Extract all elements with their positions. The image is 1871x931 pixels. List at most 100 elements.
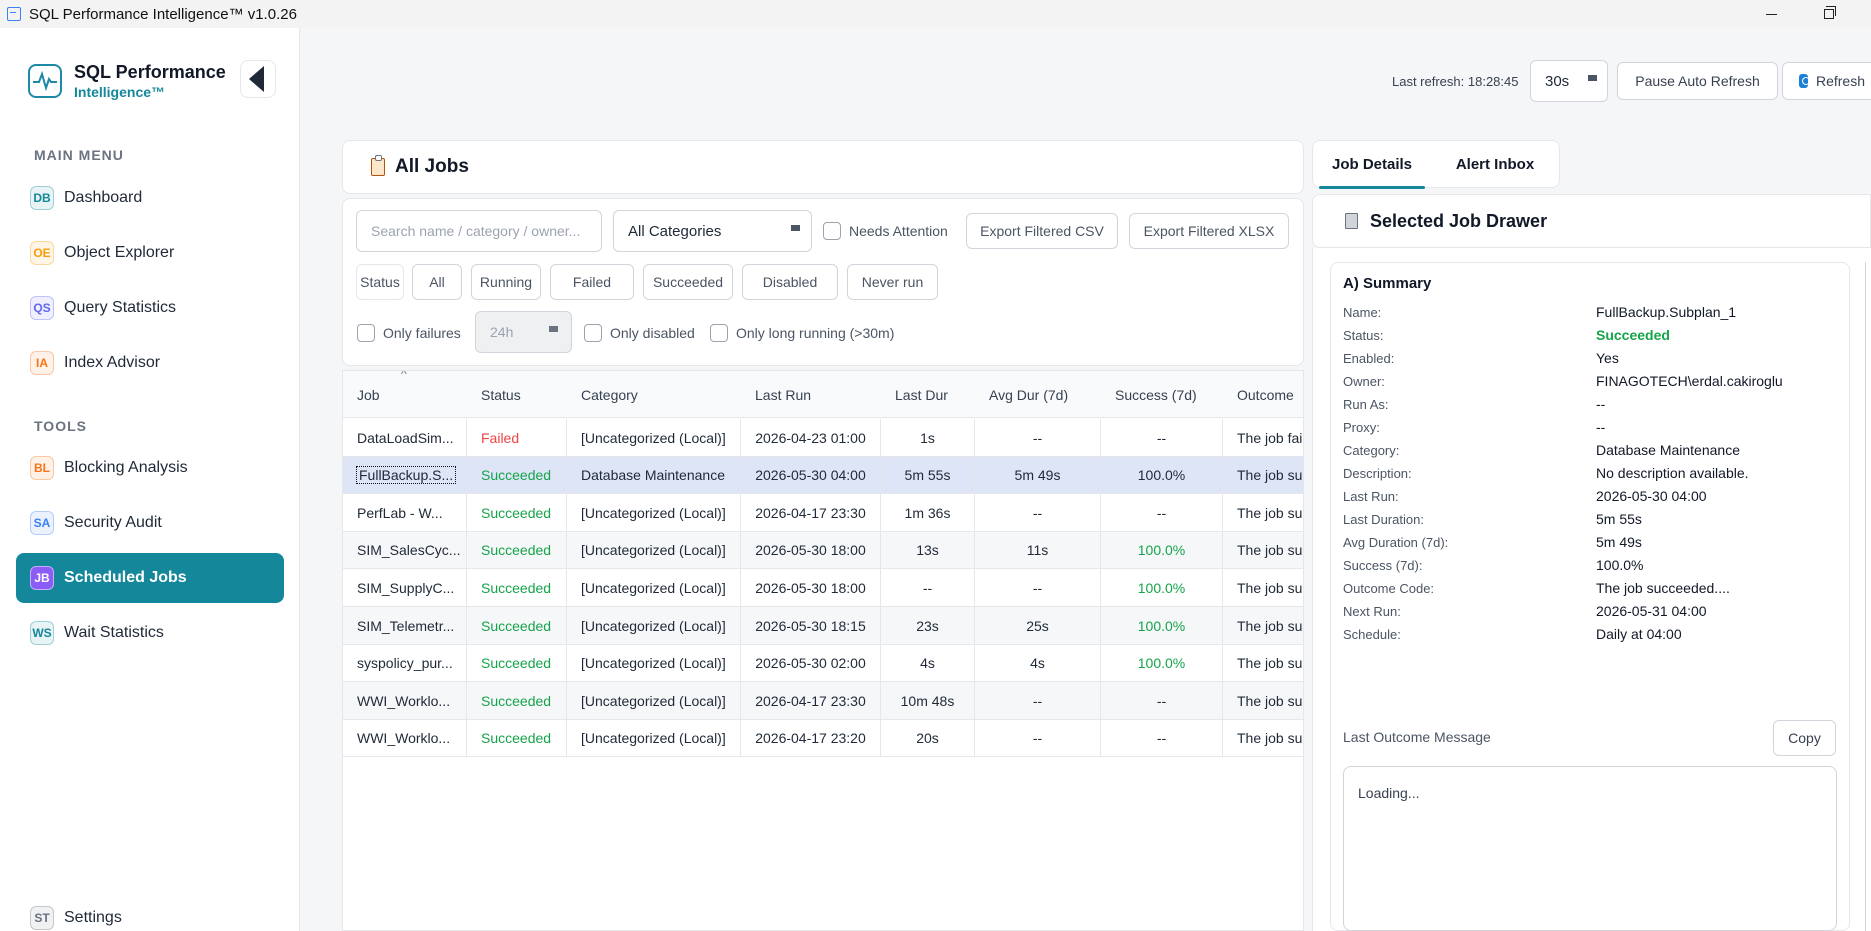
sidebar-item-security-audit[interactable]: SA Security Audit bbox=[16, 498, 284, 548]
collapse-sidebar-button[interactable] bbox=[240, 60, 276, 98]
cell-last-run: 2026-04-17 23:30 bbox=[741, 682, 881, 720]
table-row[interactable]: DataLoadSim... Failed [Uncategorized (Loca… bbox=[343, 419, 1303, 457]
column-header-status[interactable]: Status bbox=[481, 386, 521, 403]
category-select[interactable]: All Categories bbox=[613, 210, 812, 252]
cell-job: SIM_Telemetr... bbox=[343, 607, 467, 644]
cell-outcome: The job failed. bbox=[1223, 419, 1303, 456]
status-filter-failed[interactable]: Failed bbox=[550, 264, 634, 300]
field-label: Status: bbox=[1343, 328, 1384, 343]
needs-attention-checkbox[interactable]: Needs Attention bbox=[823, 222, 948, 240]
copy-button[interactable]: Copy bbox=[1773, 720, 1836, 756]
tab-job-details[interactable]: Job Details bbox=[1315, 141, 1429, 189]
status-filter-never-run[interactable]: Never run bbox=[847, 264, 938, 300]
cell-last-run: 2026-04-17 23:20 bbox=[741, 719, 881, 757]
status-filter-running[interactable]: Running bbox=[471, 264, 541, 300]
pause-auto-refresh-button[interactable]: Pause Auto Refresh bbox=[1617, 62, 1778, 100]
checkbox-box[interactable] bbox=[710, 324, 728, 342]
sidebar-item-object-explorer[interactable]: OE Object Explorer bbox=[16, 228, 284, 278]
status-filter-disabled[interactable]: Disabled bbox=[742, 264, 838, 300]
tab-alert-inbox[interactable]: Alert Inbox bbox=[1455, 155, 1535, 173]
sidebar-item-blocking-analysis[interactable]: BL Blocking Analysis bbox=[16, 443, 284, 493]
title-bar: SQL Performance Intelligence™ v1.0.26 bbox=[0, 0, 1871, 28]
cell-job-focused: FullBackup.S... bbox=[355, 466, 457, 485]
cell-category: Database Maintenance bbox=[567, 456, 741, 494]
cell-last-run: 2026-05-30 18:00 bbox=[741, 531, 881, 569]
ws-icon: WS bbox=[30, 621, 54, 645]
settings-icon: ST bbox=[30, 906, 54, 930]
time-window-select: 24h bbox=[475, 311, 572, 353]
cell-job: PerfLab - W... bbox=[343, 494, 467, 532]
sort-ascending-icon: ^ bbox=[401, 370, 407, 381]
only-long-running-checkbox[interactable]: Only long running (>30m) bbox=[710, 324, 894, 342]
cell-success: 100.0% bbox=[1101, 607, 1223, 644]
cell-last-run: 2026-05-30 18:00 bbox=[741, 569, 881, 607]
sidebar-item-index-advisor[interactable]: IA Index Advisor bbox=[16, 338, 284, 388]
column-header-outcome[interactable]: Outcome bbox=[1237, 386, 1294, 403]
refresh-button[interactable]: Refresh bbox=[1782, 62, 1871, 100]
table-row[interactable]: PerfLab - W... Succeeded [Uncategorized (L… bbox=[343, 494, 1303, 532]
sidebar-item-label: Blocking Analysis bbox=[64, 459, 188, 476]
column-header-job[interactable]: Job bbox=[357, 386, 380, 403]
checkbox-box[interactable] bbox=[584, 324, 602, 342]
cell-last-dur: 1m 36s bbox=[881, 494, 975, 532]
export-xlsx-button[interactable]: Export Filtered XLSX bbox=[1129, 213, 1289, 249]
cell-success: -- bbox=[1101, 719, 1223, 757]
cell-last-run: 2026-04-17 23:30 bbox=[741, 494, 881, 532]
cell-job: FullBackup.S... bbox=[343, 456, 467, 494]
collapse-arrow-icon bbox=[248, 66, 264, 92]
restore-button[interactable] bbox=[1806, 0, 1852, 28]
only-failures-checkbox[interactable]: Only failures bbox=[357, 324, 461, 342]
drawer-tabs: Job Details Alert Inbox bbox=[1312, 140, 1560, 189]
refresh-interval-select[interactable]: 30s bbox=[1530, 60, 1608, 102]
only-long-running-label: Only long running (>30m) bbox=[736, 325, 895, 341]
cell-outcome: The job succeeded. bbox=[1223, 682, 1303, 719]
cell-category: [Uncategorized (Local)] bbox=[567, 531, 741, 569]
only-disabled-checkbox[interactable]: Only disabled bbox=[584, 324, 695, 342]
cell-last-dur: 5m 55s bbox=[881, 456, 975, 494]
restore-icon bbox=[1824, 6, 1836, 19]
sidebar-item-query-statistics[interactable]: QS Query Statistics bbox=[16, 283, 284, 333]
column-header-last-dur[interactable]: Last Dur bbox=[895, 386, 948, 403]
table-row[interactable]: SIM_SupplyC... Succeeded [Uncategorized (L… bbox=[343, 569, 1303, 607]
bl-icon: BL bbox=[30, 456, 54, 480]
table-row[interactable]: WWI_Worklo... Succeeded [Uncategorized (Lo… bbox=[343, 682, 1303, 720]
table-row[interactable]: FullBackup.S... Succeeded Database Mainten… bbox=[343, 456, 1303, 495]
cell-category: [Uncategorized (Local)] bbox=[567, 419, 741, 456]
table-row[interactable]: SIM_Telemetr... Succeeded [Uncategorized (… bbox=[343, 607, 1303, 645]
column-header-last-run[interactable]: Last Run bbox=[755, 386, 812, 403]
status-filter-all[interactable]: All bbox=[412, 264, 462, 300]
column-header-category[interactable]: Category bbox=[581, 386, 638, 403]
cell-outcome: The job succeeded. bbox=[1223, 569, 1303, 606]
table-row[interactable]: syspolicy_pur... Succeeded [Uncategorized … bbox=[343, 644, 1303, 683]
cell-avg-dur: -- bbox=[975, 719, 1101, 757]
tools-label: TOOLS bbox=[34, 418, 87, 434]
field-value: 5m 49s bbox=[1596, 534, 1642, 550]
search-input[interactable]: Search name / category / owner... bbox=[356, 210, 602, 252]
table-row[interactable]: SIM_SalesCyc... Succeeded [Uncategorized (… bbox=[343, 531, 1303, 570]
minimize-button[interactable] bbox=[1748, 0, 1794, 28]
app-icon bbox=[7, 7, 21, 21]
sidebar: SQL Performance Intelligence™ MAIN MENU … bbox=[0, 28, 300, 931]
cell-last-dur: 4s bbox=[881, 644, 975, 682]
field-value: 2026-05-30 04:00 bbox=[1596, 488, 1707, 504]
cell-success: -- bbox=[1101, 494, 1223, 532]
checkbox-box[interactable] bbox=[823, 222, 841, 240]
column-header-avg-dur-7d[interactable]: Avg Dur (7d) bbox=[989, 386, 1069, 403]
scrollbar[interactable] bbox=[1865, 262, 1871, 931]
sidebar-item-dashboard[interactable]: DB Dashboard bbox=[16, 173, 284, 223]
sidebar-item-settings[interactable]: ST Settings bbox=[16, 893, 284, 931]
checkbox-box[interactable] bbox=[357, 324, 375, 342]
sidebar-item-scheduled-jobs[interactable]: JB Scheduled Jobs bbox=[16, 553, 284, 603]
status-filter-succeeded[interactable]: Succeeded bbox=[643, 264, 733, 300]
cell-avg-dur: -- bbox=[975, 419, 1101, 456]
export-csv-button[interactable]: Export Filtered CSV bbox=[966, 213, 1118, 249]
column-header-success-7d[interactable]: Success (7d) bbox=[1115, 386, 1197, 403]
sidebar-item-wait-statistics[interactable]: WS Wait Statistics bbox=[16, 608, 284, 658]
oe-icon: OE bbox=[30, 241, 54, 265]
cell-last-run: 2026-05-30 04:00 bbox=[741, 456, 881, 494]
table-row[interactable]: WWI_Worklo... Succeeded [Uncategorized (Lo… bbox=[343, 719, 1303, 758]
cell-category: [Uncategorized (Local)] bbox=[567, 569, 741, 607]
dropdown-icon bbox=[1588, 75, 1597, 81]
sidebar-item-label: Scheduled Jobs bbox=[64, 569, 187, 586]
qs-icon: QS bbox=[30, 296, 54, 320]
